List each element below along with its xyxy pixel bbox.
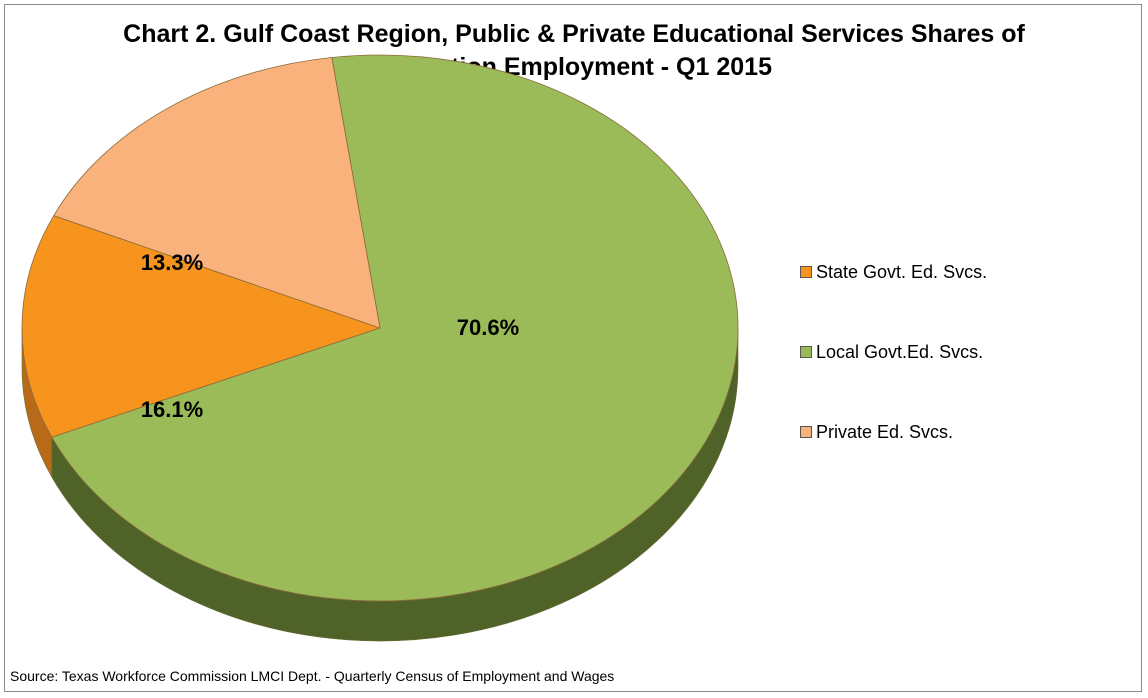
- legend: State Govt. Ed. Svcs. Local Govt.Ed. Svc…: [800, 258, 987, 498]
- legend-item-private: Private Ed. Svcs.: [800, 418, 987, 446]
- pie-slice-1: [51, 54, 739, 602]
- legend-label-private: Private Ed. Svcs.: [816, 421, 954, 442]
- legend-label-state: State Govt. Ed. Svcs.: [816, 261, 988, 282]
- legend-item-state: State Govt. Ed. Svcs.: [800, 258, 987, 286]
- pie-label-2: 16.1%: [141, 397, 203, 422]
- pie-slice-0: [21, 215, 382, 438]
- legend-swatch-state: [800, 266, 812, 278]
- pie-label-1: 70.6%: [457, 315, 519, 340]
- source-note: Source: Texas Workforce Commission LMCI …: [10, 668, 615, 684]
- chart-title-line-1: Chart 2. Gulf Coast Region, Public & Pri…: [123, 20, 1025, 48]
- pie-slice-2: [53, 57, 381, 329]
- legend-item-local: Local Govt.Ed. Svcs.: [800, 338, 987, 366]
- pie-label-0: 13.3%: [141, 250, 203, 275]
- chart-title: Chart 2. Gulf Coast Region, Public & Pri…: [0, 18, 1148, 84]
- legend-swatch-private: [800, 426, 812, 438]
- legend-label-local: Local Govt.Ed. Svcs.: [816, 341, 984, 362]
- legend-swatch-local: [800, 346, 812, 358]
